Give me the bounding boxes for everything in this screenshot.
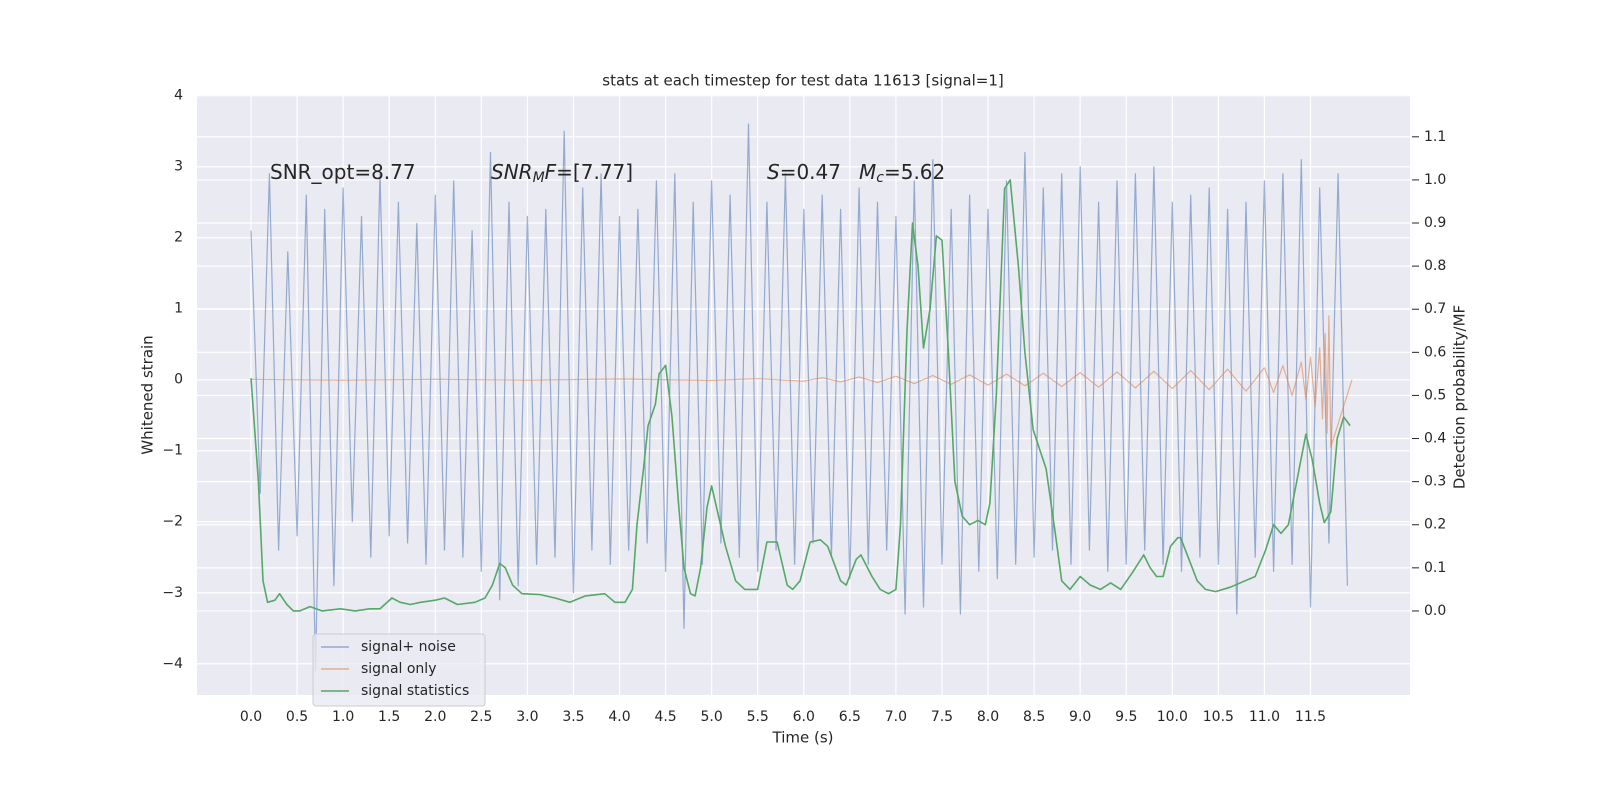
legend-box: [312, 633, 486, 707]
x-tick-label: 3.0: [516, 709, 538, 725]
legend-label: signal statistics: [361, 683, 469, 699]
y-tick-label: −2: [162, 514, 183, 530]
legend-label: signal only: [361, 661, 436, 677]
annotation-part: =[7.77]: [556, 160, 633, 184]
x-tick-label: 2.5: [470, 709, 492, 725]
annotation-part: c: [876, 170, 884, 186]
annotation-part: F: [545, 160, 557, 184]
x-tick-label: 6.0: [793, 709, 815, 725]
y2-axis-label: Detection probability/MF: [1451, 305, 1469, 489]
annotation-part: S: [767, 160, 780, 184]
x-tick-label: 9.5: [1115, 709, 1137, 725]
annotation: S=0.47: [767, 160, 841, 184]
x-tick-label: 5.5: [747, 709, 769, 725]
x-tick-label: 6.5: [839, 709, 861, 725]
x-tick-label: 11.5: [1295, 709, 1326, 725]
y2-tick-label: 0.4: [1424, 431, 1446, 447]
y-tick-label: −3: [162, 585, 183, 601]
y2-tick-label: 1.1: [1424, 129, 1446, 145]
y-tick-label: −4: [162, 656, 183, 672]
x-tick-label: 7.0: [885, 709, 907, 725]
annotation: Mc=5.62: [859, 160, 945, 187]
x-tick-label: 10.0: [1157, 709, 1188, 725]
annotation-part: SNR: [491, 160, 533, 184]
series-line: [250, 315, 1353, 448]
x-tick-label: 8.5: [1023, 709, 1045, 725]
y2-tick-label: 0.3: [1424, 474, 1446, 490]
y-tick-label: 2: [174, 230, 183, 246]
x-tick-label: 8.0: [977, 709, 999, 725]
y-tick-label: 0: [174, 372, 183, 388]
x-tick-label: 10.5: [1203, 709, 1234, 725]
annotation-part: =5.62: [884, 160, 945, 184]
legend-label: signal+ noise: [361, 639, 456, 655]
x-tick-label: 3.5: [562, 709, 584, 725]
y2-tick-label: 0.6: [1424, 344, 1446, 360]
y2-tick-label: 0.9: [1424, 215, 1446, 231]
x-tick-label: 0.0: [240, 709, 262, 725]
x-tick-label: 4.0: [608, 709, 630, 725]
x-tick-label: 4.5: [654, 709, 676, 725]
y2-tick-label: 0.7: [1424, 301, 1446, 317]
y-tick-label: 3: [174, 159, 183, 175]
annotation-part: M: [533, 170, 545, 186]
x-tick-label: 5.0: [701, 709, 723, 725]
y2-tick-label: 0.8: [1424, 258, 1446, 274]
y-axis-label: Whitened strain: [139, 335, 157, 454]
y-tick-label: −1: [162, 443, 183, 459]
y2-tick-label: 0.0: [1424, 603, 1446, 619]
x-axis-label: Time (s): [772, 729, 834, 747]
y2-tick-label: 0.2: [1424, 517, 1446, 533]
annotation-part: =0.47: [780, 160, 841, 184]
x-tick-label: 1.0: [332, 709, 354, 725]
annotation: SNRMF=[7.77]: [491, 160, 633, 187]
y2-tick-label: 0.5: [1424, 387, 1446, 403]
chart-title: stats at each timestep for test data 116…: [602, 72, 1003, 90]
annotation-part: M: [859, 160, 876, 184]
y-tick-label: 1: [174, 301, 183, 317]
x-tick-label: 11.0: [1249, 709, 1280, 725]
y2-tick-label: 0.1: [1424, 560, 1446, 576]
series-line: [250, 123, 1348, 672]
y-tick-label: 4: [174, 88, 183, 104]
annotation-part: SNR_opt=8.77: [270, 160, 416, 184]
x-tick-label: 1.5: [378, 709, 400, 725]
series-line: [250, 179, 1351, 612]
x-tick-label: 2.0: [424, 709, 446, 725]
x-tick-label: 0.5: [286, 709, 308, 725]
x-tick-label: 7.5: [931, 709, 953, 725]
y2-tick-label: 1.0: [1424, 172, 1446, 188]
annotation: SNR_opt=8.77: [270, 160, 416, 184]
x-tick-label: 9.0: [1069, 709, 1091, 725]
